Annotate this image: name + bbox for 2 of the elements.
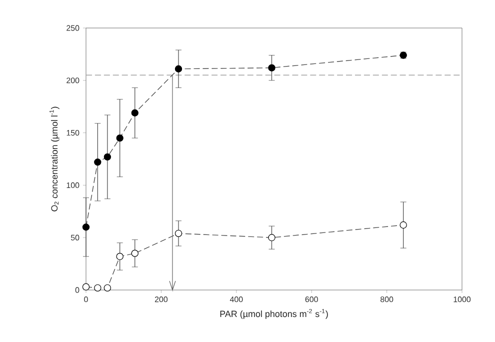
x-axis-title: PAR (µmol photons m$^{-2}$ s$^{-1}$) bbox=[220, 308, 328, 319]
y-axis-title: O$_{2}$ concentration (µmol l$^{-1}$) bbox=[50, 106, 60, 212]
